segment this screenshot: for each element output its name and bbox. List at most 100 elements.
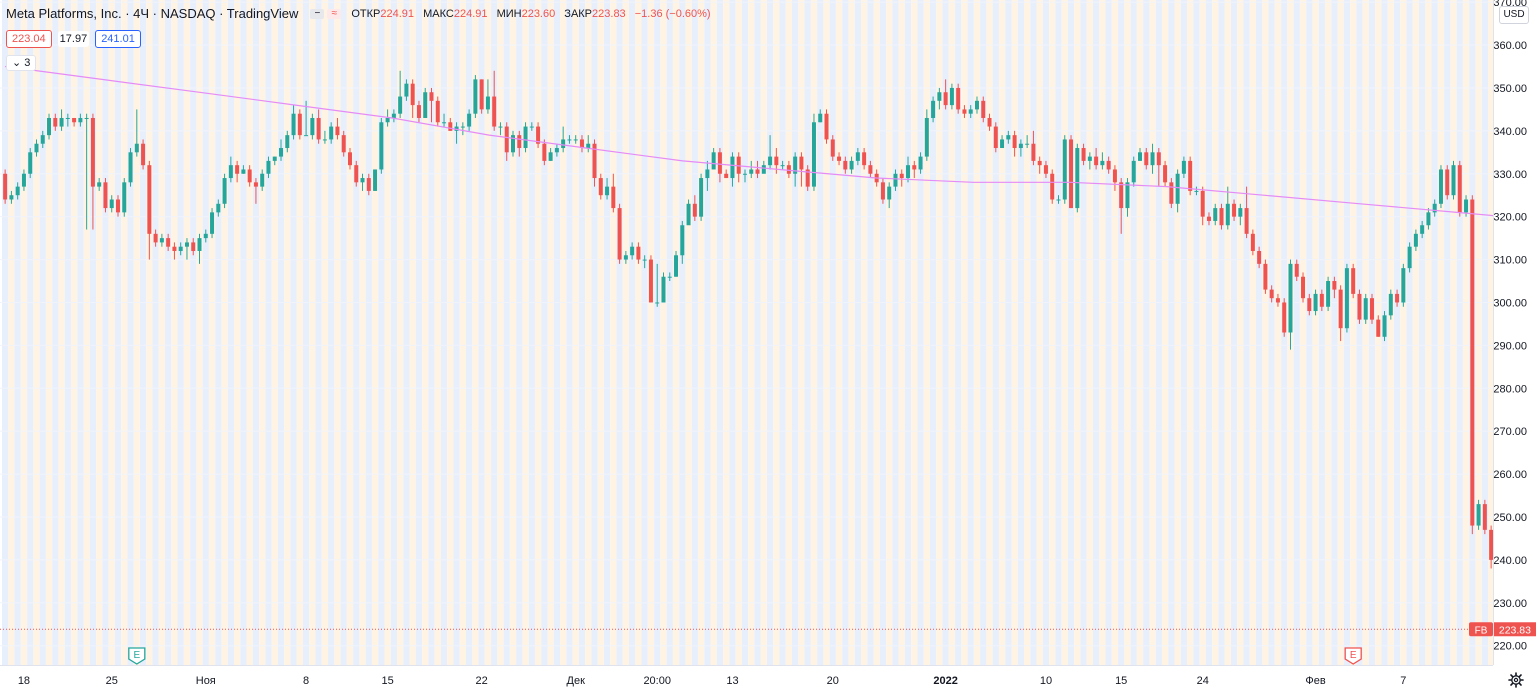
candle (1112, 165, 1117, 191)
session-band (860, 0, 868, 665)
currency-selector[interactable]: USD (1499, 6, 1529, 24)
session-band (1086, 0, 1093, 665)
candle-body (1112, 169, 1117, 183)
session-band (139, 0, 147, 665)
candle-body (391, 113, 396, 118)
session-band (1199, 0, 1206, 665)
equals-icon[interactable]: ≈ (327, 8, 342, 19)
gear-icon[interactable] (1508, 672, 1524, 688)
candle-body (573, 139, 578, 141)
candle (141, 139, 146, 170)
candle-body (97, 182, 102, 187)
ask-price[interactable]: 241.01 (95, 30, 141, 48)
candle (1482, 499, 1487, 535)
session-band (1143, 0, 1150, 665)
candle-body (523, 126, 528, 149)
candle-body (717, 152, 722, 174)
session-band (766, 0, 774, 665)
candle (511, 130, 516, 157)
candle-body (931, 100, 936, 118)
candle (674, 250, 679, 277)
candle (115, 195, 120, 217)
session-band (1268, 0, 1275, 665)
candle (40, 130, 45, 149)
session-band (754, 0, 761, 665)
session-band (879, 0, 887, 665)
candle-body (736, 156, 741, 174)
candle-body (981, 100, 986, 118)
candle-body (21, 173, 26, 187)
session-band (465, 0, 473, 665)
candle-body (742, 173, 747, 175)
low-key: МИН (496, 7, 522, 20)
time-tick-label: 25 (106, 675, 118, 687)
candle-body (1219, 208, 1224, 226)
session-band (842, 0, 849, 665)
candle-body (1025, 143, 1030, 145)
session-band (1074, 0, 1081, 665)
session-band (89, 0, 97, 665)
candle-body (699, 178, 704, 217)
candle (442, 113, 447, 127)
session-band (829, 0, 836, 665)
candle (655, 263, 660, 307)
candle (1357, 289, 1362, 324)
candle-body (404, 83, 409, 97)
earnings-label: E (1350, 650, 1357, 661)
candle (548, 148, 553, 161)
candle (404, 79, 409, 101)
candle (1050, 169, 1055, 204)
candle (1094, 148, 1099, 170)
price-tick-label: 280.00 (1493, 383, 1527, 395)
candle (768, 135, 773, 170)
candle-body (711, 152, 716, 170)
session-band (873, 0, 880, 665)
candle-body (341, 135, 346, 153)
candle (59, 109, 64, 131)
session-band (328, 0, 335, 665)
candle (9, 190, 14, 204)
session-band (183, 0, 191, 665)
candle-body (592, 143, 597, 179)
candle (805, 165, 810, 191)
candle (416, 100, 421, 123)
candle (1445, 165, 1450, 200)
candle (611, 173, 616, 213)
session-band (1105, 0, 1112, 665)
candle-body (974, 100, 979, 110)
candle (536, 122, 541, 149)
candle (1244, 186, 1249, 239)
candle (1181, 156, 1186, 179)
candle-body (818, 113, 823, 123)
candle (617, 203, 622, 264)
symbol-title[interactable]: Meta Platforms, Inc. · 4Ч · NASDAQ · Tra… (6, 6, 299, 21)
candle (473, 75, 478, 118)
candle (1457, 160, 1462, 217)
earnings-badge (128, 647, 146, 665)
session-band (221, 0, 228, 665)
session-band (541, 0, 548, 665)
candle (166, 233, 171, 251)
minus-icon[interactable]: − (310, 8, 325, 19)
session-band (1212, 0, 1219, 665)
candle (1012, 130, 1017, 157)
candle-body (435, 100, 440, 123)
candle (379, 117, 384, 174)
session-band (453, 0, 460, 665)
candle-body (285, 135, 290, 149)
session-band (798, 0, 805, 665)
candle (630, 242, 635, 260)
candle-body (1326, 281, 1331, 307)
bid-price[interactable]: 223.04 (6, 30, 52, 48)
legend-controls[interactable]: − ≈ (310, 8, 342, 19)
price-tick-label: 220.00 (1493, 641, 1527, 653)
candle (197, 233, 202, 264)
candle (53, 113, 58, 131)
candle-body (90, 117, 95, 187)
session-band (679, 0, 686, 665)
indicators-toggle[interactable]: ⌄ 3 (6, 55, 37, 71)
session-band (271, 0, 278, 665)
